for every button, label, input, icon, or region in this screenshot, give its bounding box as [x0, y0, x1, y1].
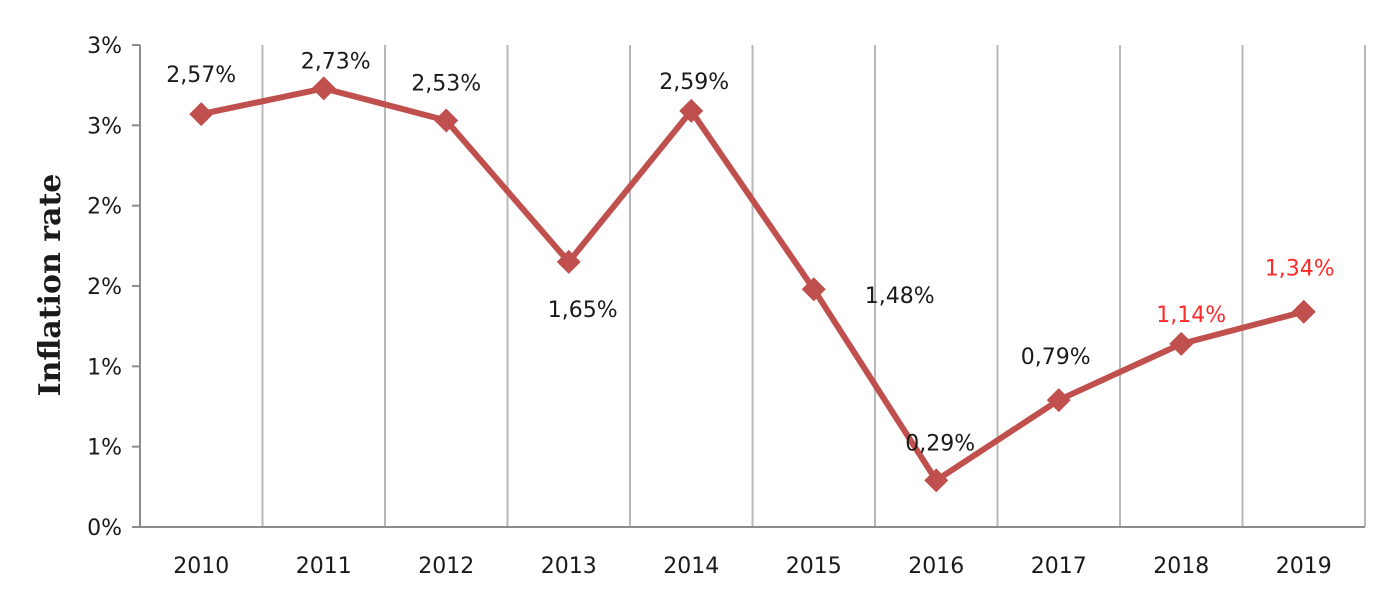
x-tick-label: 2016	[908, 554, 964, 579]
y-tick-label: 0%	[87, 516, 122, 541]
data-label: 0,79%	[1021, 345, 1091, 370]
y-axis-tick-labels: 0% 1% 1% 2% 2% 3% 3%	[87, 34, 140, 541]
series-inflation-rate	[189, 76, 1316, 493]
x-tick-label: 2015	[786, 554, 842, 579]
data-point-marker	[1046, 388, 1071, 413]
x-tick-label: 2018	[1153, 554, 1209, 579]
x-tick-label: 2014	[663, 554, 719, 579]
data-label: 1,65%	[548, 298, 618, 323]
data-label: 2,57%	[166, 63, 236, 88]
x-tick-label: 2010	[173, 554, 229, 579]
data-label: 0,29%	[905, 431, 975, 456]
series-line	[198, 85, 1307, 484]
data-point-marker	[801, 277, 826, 302]
data-label: 1,48%	[865, 284, 935, 309]
x-tick-label: 2012	[418, 554, 474, 579]
vertical-gridlines	[261, 45, 1366, 527]
data-point-marker	[189, 102, 214, 127]
data-label: 1,34%	[1265, 257, 1335, 282]
y-tick-label: 2%	[87, 275, 122, 300]
data-point-marker	[311, 76, 336, 101]
y-tick-label: 3%	[87, 34, 122, 59]
y-tick-label: 1%	[87, 436, 122, 461]
x-tick-label: 2013	[541, 554, 597, 579]
data-point-marker	[1291, 299, 1316, 324]
y-tick-label: 1%	[87, 355, 122, 380]
y-tick-label: 3%	[87, 114, 122, 139]
x-tick-label: 2011	[296, 554, 352, 579]
data-point-marker	[679, 98, 704, 123]
data-labels: 2,57% 2,73% 2,53% 1,65% 2,59% 1,48% 0,29% 0,79%…	[166, 49, 1334, 456]
data-point-marker	[1169, 331, 1194, 356]
x-tick-label: 2017	[1031, 554, 1087, 579]
x-tick-label: 2019	[1276, 554, 1332, 579]
data-label: 1,14%	[1156, 303, 1226, 328]
data-label: 2,59%	[659, 70, 729, 95]
data-point-marker	[924, 468, 949, 493]
data-point-marker	[434, 108, 459, 133]
data-label: 2,53%	[411, 72, 481, 97]
data-label: 2,73%	[301, 49, 371, 74]
y-tick-label: 2%	[87, 195, 122, 220]
data-point-marker	[556, 249, 581, 274]
x-axis-tick-labels: 2010 2011 2012 2013 2014 2015 2016 2017 2018 2019	[173, 554, 1332, 579]
y-axis-title: Inflation rate	[33, 174, 68, 397]
